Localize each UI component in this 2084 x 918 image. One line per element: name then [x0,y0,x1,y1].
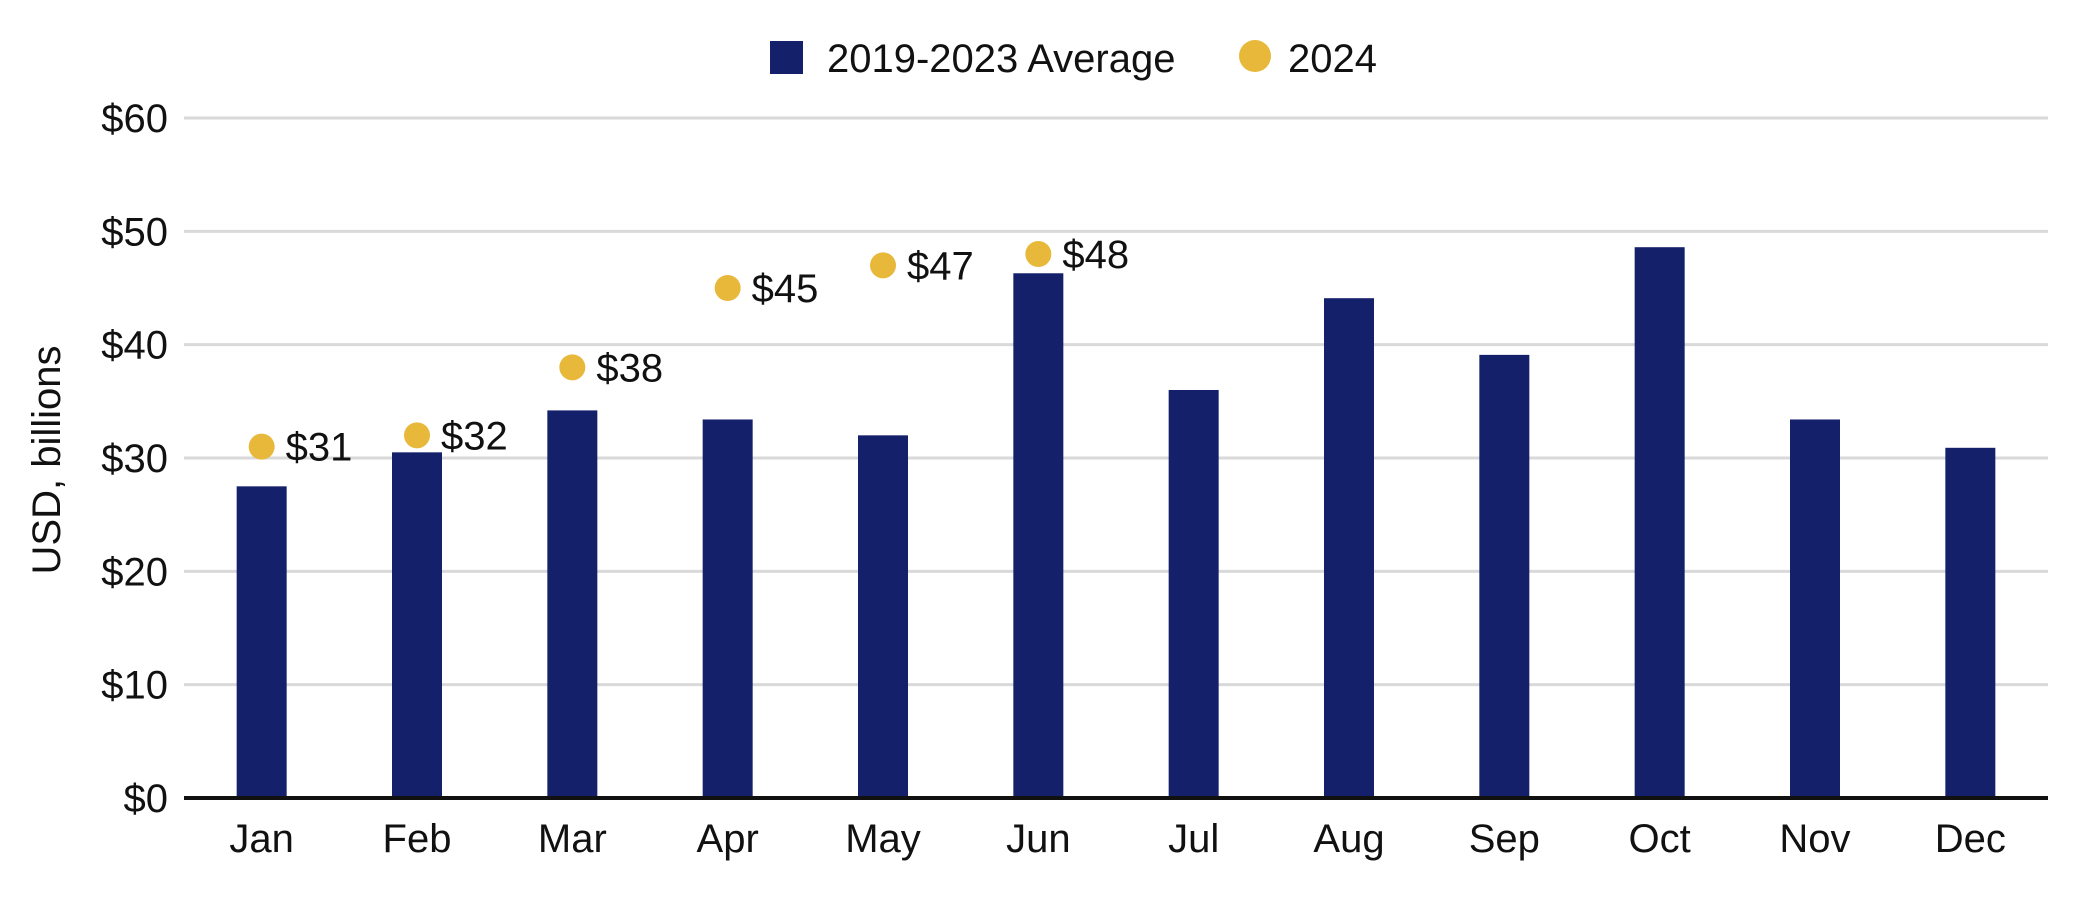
y-tick-label: $20 [101,550,168,594]
x-tick-label: Mar [538,817,607,861]
bar-sep [1479,354,1530,798]
y-tick-label: $0 [124,777,169,821]
y-tick-label: $60 [101,97,168,141]
point-may [870,252,896,279]
x-tick-label: Sep [1469,817,1540,861]
y-tick-label: $30 [101,437,168,481]
point-label-mar: $38 [596,346,663,390]
point-label-apr: $45 [752,267,819,311]
legend: 2019-2023 Average 2024 [770,37,1377,81]
point-label-feb: $32 [441,414,508,458]
point-series: $31 $32 $38 $45 $47 $48 [248,233,1129,470]
bar-dec [1945,447,1996,798]
y-tick-label: $50 [101,210,168,254]
x-tick-label: May [845,817,921,861]
x-tick-label: Aug [1313,817,1384,861]
x-tick-label: Jun [1006,817,1071,861]
point-feb [404,422,430,449]
x-tick-label: Jan [229,817,294,861]
bar-may [858,435,908,798]
x-tick-label: Nov [1779,817,1850,861]
x-axis-ticks: Jan Feb Mar Apr May Jun Jul Aug Sep Oct Nov Dec [229,817,2005,861]
legend-label-average: 2019-2023 Average [827,37,1175,81]
x-tick-label: Jul [1168,817,1219,861]
bar-apr [702,419,753,798]
point-apr [714,275,741,301]
legend-swatch-average [770,41,803,74]
point-jan [248,433,275,460]
bar-nov [1790,419,1840,798]
point-label-may: $47 [907,244,974,288]
bar-series [236,247,1996,798]
y-axis-title: USD, billions [25,346,69,575]
y-tick-label: $10 [101,664,168,708]
bar-jul [1168,390,1219,798]
bar-jan [236,486,287,798]
point-label-jan: $31 [286,426,353,470]
gridlines [184,116,2048,687]
bar-aug [1324,298,1374,798]
x-tick-label: Oct [1629,817,1691,861]
legend-swatch-2024 [1239,40,1271,72]
x-tick-label: Apr [697,817,759,861]
point-jun [1025,241,1052,267]
x-tick-label: Dec [1935,817,2006,861]
y-tick-label: $40 [101,324,168,368]
point-mar [559,354,586,381]
y-axis-ticks: $0 $10 $20 $30 $40 $50 $60 [101,97,168,821]
legend-label-2024: 2024 [1288,37,1377,81]
bar-mar [547,410,598,798]
point-label-jun: $48 [1062,233,1129,277]
bar-oct [1634,247,1685,798]
bar-feb [392,452,442,798]
bar-jun [1013,273,1064,798]
x-tick-label: Feb [383,817,452,861]
